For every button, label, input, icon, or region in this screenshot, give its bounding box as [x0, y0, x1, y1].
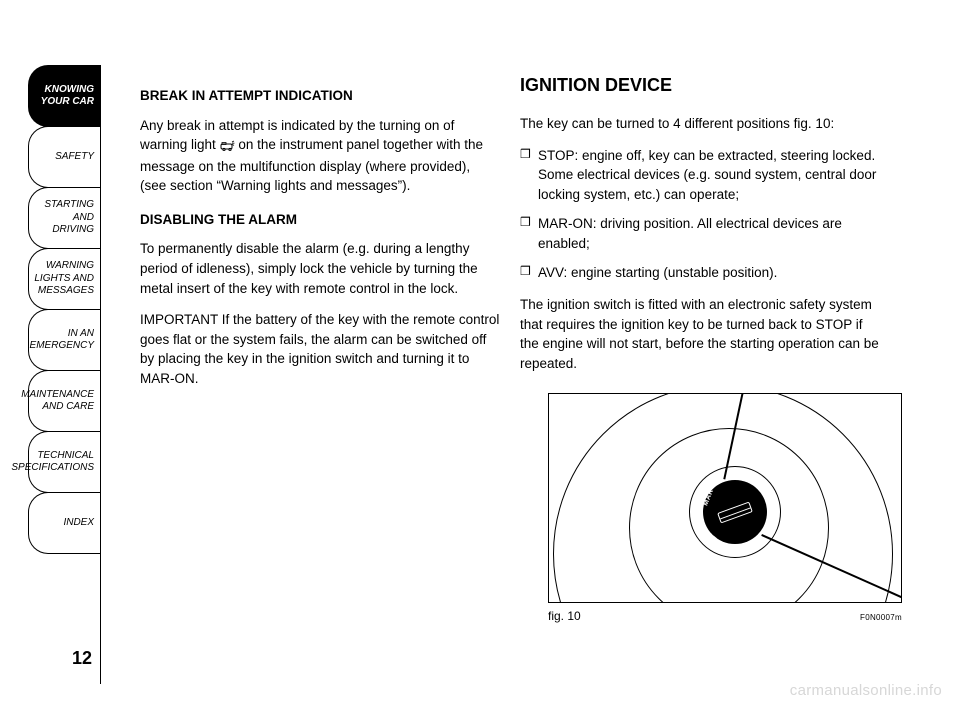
page-number: 12	[72, 648, 92, 669]
paragraph: The ignition switch is fitted with an el…	[520, 295, 880, 373]
heading-disabling-alarm: DISABLING THE ALARM	[140, 210, 500, 230]
tab-label: IN AN EMERGENCY	[30, 328, 94, 353]
tab-label: TECHNICAL SPECIFICATIONS	[11, 450, 94, 475]
column-left: BREAK IN ATTEMPT INDICATION Any break in…	[140, 72, 500, 400]
figure-caption-row: fig. 10 F0N0007m	[548, 609, 902, 623]
heading-ignition-device: IGNITION DEVICE	[520, 72, 880, 98]
paragraph: To permanently disable the alarm (e.g. d…	[140, 239, 500, 298]
tab-technical-specifications[interactable]: TECHNICAL SPECIFICATIONS	[28, 431, 100, 493]
tab-index[interactable]: INDEX	[28, 492, 100, 554]
sidebar-tabs: KNOWING YOUR CAR SAFETY STARTING AND DRI…	[28, 65, 100, 553]
tab-in-an-emergency[interactable]: IN AN EMERGENCY	[28, 309, 100, 371]
list-item: AVV: engine starting (unstable position)…	[520, 263, 880, 283]
drawing-key-slot	[717, 501, 753, 523]
list-item: MAR-ON: driving position. All electrical…	[520, 214, 880, 253]
tab-starting-and-driving[interactable]: STARTING AND DRIVING	[28, 187, 100, 249]
tab-warning-lights-and-messages[interactable]: WARNING LIGHTS AND MESSAGES	[28, 248, 100, 310]
tab-label: INDEX	[63, 517, 94, 530]
list-item: STOP: engine off, key can be extracted, …	[520, 146, 880, 205]
paragraph-important: IMPORTANT If the battery of the key with…	[140, 310, 500, 388]
tab-label: SAFETY	[55, 151, 94, 164]
figure-image: AVV MAR STOP	[548, 393, 902, 603]
car-alarm-icon	[220, 137, 235, 157]
tab-label: MAINTENANCE AND CARE	[21, 389, 94, 414]
column-right: IGNITION DEVICE The key can be turned to…	[520, 72, 880, 385]
paragraph: The key can be turned to 4 different pos…	[520, 114, 880, 134]
figure-ignition-device: AVV MAR STOP fig. 10 F0N0007m	[548, 393, 902, 623]
tab-knowing-your-car[interactable]: KNOWING YOUR CAR	[28, 65, 100, 127]
tab-safety[interactable]: SAFETY	[28, 126, 100, 188]
sidebar-divider	[100, 65, 101, 684]
ignition-positions-list: STOP: engine off, key can be extracted, …	[520, 146, 880, 283]
paragraph: Any break in attempt is indicated by the…	[140, 116, 500, 196]
watermark: carmanualsonline.info	[790, 682, 942, 699]
tab-label: WARNING LIGHTS AND MESSAGES	[34, 260, 94, 298]
page: KNOWING YOUR CAR SAFETY STARTING AND DRI…	[0, 0, 960, 709]
figure-code: F0N0007m	[860, 613, 902, 622]
tab-label: STARTING AND DRIVING	[44, 199, 94, 237]
tab-label: KNOWING YOUR CAR	[41, 84, 94, 109]
figure-caption: fig. 10	[548, 609, 581, 623]
heading-break-in-attempt: BREAK IN ATTEMPT INDICATION	[140, 86, 500, 106]
tab-maintenance-and-care[interactable]: MAINTENANCE AND CARE	[28, 370, 100, 432]
